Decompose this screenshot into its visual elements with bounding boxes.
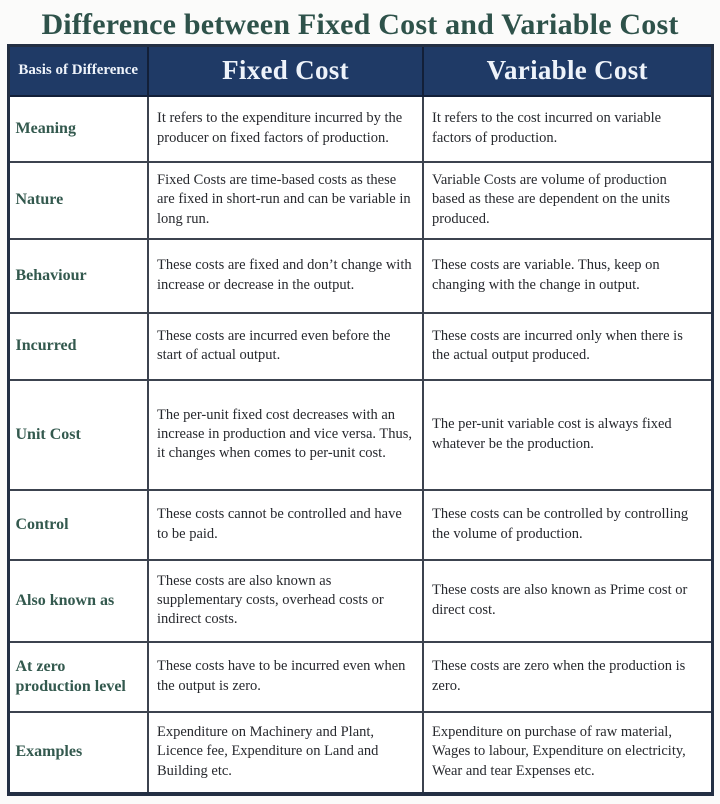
- table-row-nature: Nature Fixed Costs are time-based costs …: [7, 160, 713, 240]
- fixed-cost-cell: These costs are also known as supplement…: [147, 558, 424, 643]
- row-basis-label: Incurred: [7, 311, 149, 381]
- table-header-row: Basis of Difference Fixed Cost Variable …: [7, 44, 713, 97]
- table-row-examples: Examples Expenditure on Machinery and Pl…: [7, 710, 713, 795]
- fixed-cost-cell: Fixed Costs are time-based costs as thes…: [147, 160, 424, 240]
- fixed-cost-cell: These costs are incurred even before the…: [147, 311, 424, 381]
- table-row-control: Control These costs cannot be controlled…: [7, 488, 713, 561]
- fixed-cost-cell: These costs are fixed and don’t change w…: [147, 237, 424, 314]
- fixed-cost-cell: The per-unit fixed cost decreases with a…: [147, 378, 424, 491]
- row-basis-label: Control: [7, 488, 149, 561]
- fixed-cost-cell: It refers to the expenditure incurred by…: [147, 94, 424, 163]
- fixed-cost-cell: Expenditure on Machinery and Plant, Lice…: [147, 710, 424, 795]
- row-basis-label: Behaviour: [7, 237, 149, 314]
- table-row-at-zero-production-level: At zero production level These costs hav…: [7, 640, 713, 713]
- fixed-cost-cell: These costs cannot be controlled and hav…: [147, 488, 424, 561]
- page-title: Difference between Fixed Cost and Variab…: [41, 8, 679, 41]
- row-basis-label: Examples: [7, 710, 149, 795]
- table-row-behaviour: Behaviour These costs are fixed and don’…: [7, 237, 713, 314]
- header-fixed-cost: Fixed Cost: [147, 44, 424, 97]
- table-row-unit-cost: Unit Cost The per-unit fixed cost decrea…: [7, 378, 713, 491]
- variable-cost-cell: Expenditure on purchase of raw material,…: [422, 710, 713, 795]
- variable-cost-cell: It refers to the cost incurred on variab…: [422, 94, 713, 163]
- variable-cost-cell: These costs are also known as Prime cost…: [422, 558, 713, 643]
- table-row-also-known-as: Also known as These costs are also known…: [7, 558, 713, 643]
- row-basis-label: Also known as: [7, 558, 149, 643]
- variable-cost-cell: The per-unit variable cost is always fix…: [422, 378, 713, 491]
- row-basis-label: Nature: [7, 160, 149, 240]
- table-row-incurred: Incurred These costs are incurred even b…: [7, 311, 713, 381]
- row-basis-label: Unit Cost: [7, 378, 149, 491]
- comparison-table: Basis of Difference Fixed Cost Variable …: [6, 44, 714, 796]
- variable-cost-cell: These costs are zero when the production…: [422, 640, 713, 713]
- variable-cost-cell: Variable Costs are volume of production …: [422, 160, 713, 240]
- header-variable-cost: Variable Cost: [422, 44, 713, 97]
- row-basis-label: At zero production level: [7, 640, 149, 713]
- variable-cost-cell: These costs are variable. Thus, keep on …: [422, 237, 713, 314]
- header-basis-of-difference: Basis of Difference: [7, 44, 149, 97]
- fixed-cost-cell: These costs have to be incurred even whe…: [147, 640, 424, 713]
- table-row-meaning: Meaning It refers to the expenditure inc…: [7, 94, 713, 163]
- variable-cost-cell: These costs can be controlled by control…: [422, 488, 713, 561]
- row-basis-label: Meaning: [7, 94, 149, 163]
- variable-cost-cell: These costs are incurred only when there…: [422, 311, 713, 381]
